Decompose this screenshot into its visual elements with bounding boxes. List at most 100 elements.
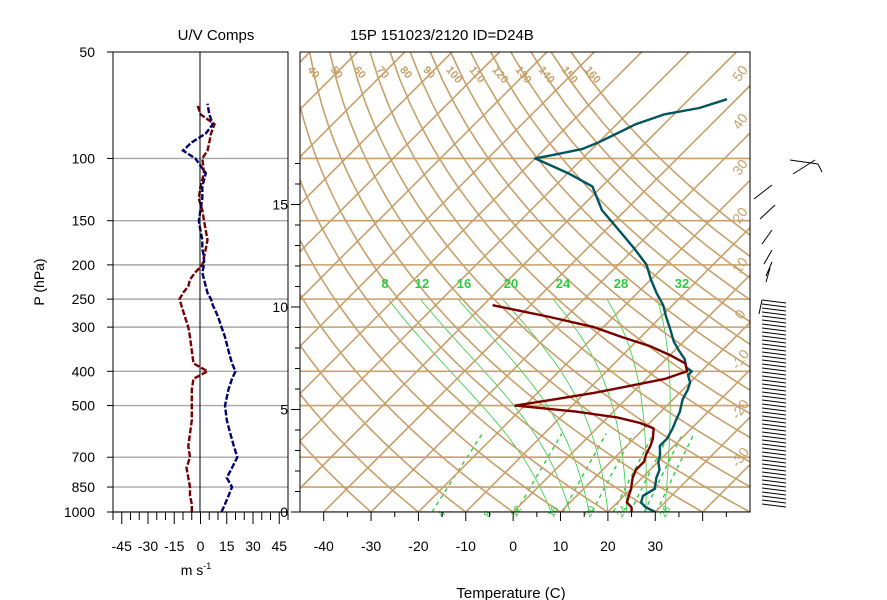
isotherm [749, 510, 750, 512]
wind-barb [761, 375, 787, 380]
wind-barb [761, 303, 787, 308]
isotherm [300, 52, 643, 395]
right-edge-label: 10 [729, 254, 751, 276]
isotherm [300, 52, 595, 348]
mixing-ratio-line [629, 433, 671, 512]
dry-adiabats [300, 52, 750, 512]
height-tick-label: 0 [280, 504, 288, 520]
wind-barb [761, 503, 787, 508]
isotherm-label: 40 [305, 64, 322, 81]
mixing-ratio-line [643, 433, 684, 512]
wind-barb [758, 299, 763, 315]
temperature-tick-label: -40 [314, 538, 334, 554]
uv-pressure-tick-label: 400 [72, 363, 96, 379]
isotherm [417, 179, 750, 512]
isotherm-label: 160 [582, 64, 603, 86]
right-edge-label: 30 [729, 156, 751, 178]
moist-adiabat [502, 298, 609, 512]
temperature-x-ticks: -40 -30 -20 -10 0 10 20 30 [314, 512, 727, 554]
dry-adiabat [449, 52, 750, 368]
isotherm [559, 321, 750, 512]
wind-barb [761, 323, 787, 328]
height-tick-label: 15 [272, 197, 288, 213]
temperature-axis-label: Temperature (C) [456, 585, 565, 600]
wind-barb [761, 399, 787, 404]
wind-barb [789, 159, 819, 165]
isotherm [300, 52, 690, 443]
mixing-ratio-label: 12 [415, 276, 429, 291]
uv-pressure-tick-label: 50 [79, 44, 95, 60]
wind-barb [761, 383, 787, 388]
dry-adiabat [300, 343, 468, 512]
wind-barb [761, 299, 787, 304]
wind-barb [761, 407, 787, 412]
uv-pressure-ticks: 50 100 150 200 250 300 400 500 700 850 1000 [64, 44, 113, 520]
temperature-tick-label: -30 [361, 538, 381, 554]
temperature-tick-label: 10 [553, 538, 569, 554]
isotherm-label: 100 [443, 64, 464, 86]
wind-barb [761, 319, 787, 324]
isotherm [300, 52, 548, 300]
wind-barb [753, 184, 773, 200]
wind-barb [761, 491, 787, 496]
dry-adiabat [510, 52, 750, 301]
wind-barb [761, 391, 787, 396]
wind-barb [761, 447, 787, 452]
mixing-ratio-label: 32 [675, 276, 689, 291]
uv-panel: U/V Comps 501001502002503004005007008501… [31, 27, 289, 578]
dry-adiabat [308, 52, 705, 512]
wind-barb [761, 499, 787, 504]
moist-adiabat [457, 298, 590, 512]
wind-barb [792, 159, 816, 175]
wind-barb [761, 379, 787, 384]
skewt-series [492, 98, 728, 512]
wind-barb [761, 351, 787, 356]
uv-pressure-tick-label: 700 [72, 449, 96, 465]
uv-x-tick-label: -45 [112, 538, 132, 554]
wind-barb [761, 347, 787, 352]
mixing-ratio-labels: 8 12 16 20 24 28 32 [381, 276, 689, 291]
mixing-ratio-label: 20 [504, 276, 518, 291]
uv-pressure-tick-label: 300 [72, 319, 96, 335]
isotherm [512, 274, 750, 512]
isotherms [300, 52, 750, 512]
isotherm [607, 368, 750, 512]
wind-barb [761, 395, 787, 400]
isotherm [300, 52, 737, 490]
u-component-line [178, 103, 216, 512]
wind-barb [761, 475, 787, 480]
wind-barb [761, 443, 787, 448]
temperature-tick-label: 30 [647, 538, 663, 554]
mixing-ratio-label: 24 [556, 276, 571, 291]
wind-barb [761, 315, 787, 320]
wind-barb [761, 307, 787, 312]
wind-barbs [753, 159, 823, 508]
uv-x-tick-label: 0 [197, 538, 205, 554]
wind-barb [763, 249, 773, 265]
right-edge-label: 40 [729, 110, 751, 132]
wind-barb [761, 359, 787, 364]
wind-barb [765, 267, 771, 283]
uv-plot-frame [112, 51, 289, 513]
skewt-panel: 15P 151023/2120 ID=D24B 40 50 60 70 80 90 100 1… [272, 27, 753, 600]
wind-barb [761, 229, 773, 245]
v-component-line [181, 103, 239, 512]
uv-x-tick-label: -15 [164, 538, 184, 554]
skewt-plot-frame [299, 51, 751, 513]
mixing-ratio-label: 8 [381, 276, 388, 291]
isotherm [300, 52, 406, 158]
uv-x-tick-label: 15 [219, 538, 235, 554]
isotherm [300, 52, 501, 253]
dewpoint-line [492, 304, 689, 512]
mixing-ratio-line [655, 433, 695, 512]
temperature-tick-label: -10 [456, 538, 476, 554]
isotherm [323, 84, 750, 512]
right-edge-label: -10 [728, 346, 753, 372]
dry-adiabat [369, 52, 750, 463]
wind-barb [761, 471, 787, 476]
wind-barb [765, 261, 773, 277]
dry-adiabat [469, 52, 750, 346]
wind-barb [761, 419, 787, 424]
wind-barb [761, 423, 787, 428]
